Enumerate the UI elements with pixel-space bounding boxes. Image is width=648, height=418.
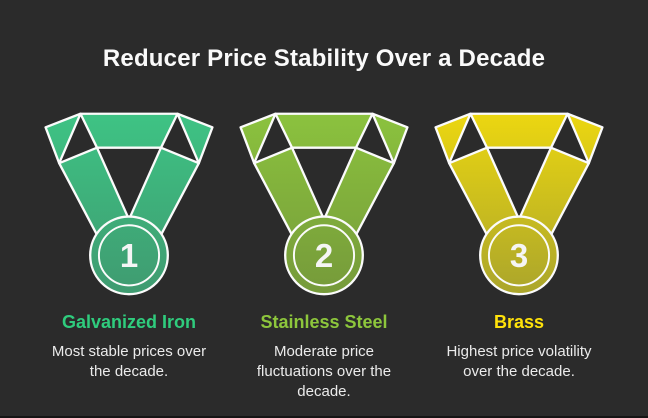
material-description: Moderate price fluctuations over the dec… bbox=[256, 343, 392, 400]
material-name: Galvanized Iron bbox=[61, 312, 197, 332]
medal-disc bbox=[479, 215, 559, 296]
medal-rank-number: 1 bbox=[120, 237, 138, 274]
ribbon-right-fold bbox=[371, 112, 409, 165]
material-name: Brass bbox=[493, 312, 545, 332]
medal-ribbon-icon: 2 bbox=[239, 112, 409, 296]
material-name: Stainless Steel bbox=[260, 312, 388, 332]
medal-rank-number: 3 bbox=[510, 237, 528, 274]
medal-group-galvanized-iron: 1 Galvanized Iron Most stable prices ove… bbox=[32, 105, 226, 402]
medal-ribbon-icon: 1 bbox=[44, 112, 214, 296]
medal-group-brass: 3 Brass Highest price volatility over th… bbox=[422, 105, 616, 402]
medal-disc bbox=[89, 215, 169, 296]
ribbon-band bbox=[79, 112, 179, 149]
medal-rank-number: 2 bbox=[315, 237, 333, 274]
medal-inner-ring bbox=[292, 224, 356, 287]
medal-inner-ring bbox=[97, 224, 161, 287]
medal-group-stainless-steel: 2 Stainless Steel Moderate price fluctua… bbox=[227, 105, 421, 402]
ribbon-left-fold bbox=[44, 112, 82, 165]
bottom-edge-strip bbox=[0, 416, 648, 418]
ribbon-right-fold bbox=[176, 112, 214, 165]
medal-ribbon-icon: 3 bbox=[434, 112, 604, 296]
ribbon-band bbox=[274, 112, 374, 149]
material-description: Highest price volatility over the decade… bbox=[446, 343, 592, 380]
medal-disc bbox=[284, 215, 364, 296]
material-description: Most stable prices over the decade. bbox=[51, 343, 207, 380]
ribbon-left-fold bbox=[239, 112, 277, 165]
medals-row: 1 Galvanized Iron Most stable prices ove… bbox=[0, 105, 648, 402]
ribbon-left-fold bbox=[434, 112, 472, 165]
ribbon-right-fold bbox=[566, 112, 604, 165]
ribbon-band bbox=[469, 112, 569, 149]
page-title: Reducer Price Stability Over a Decade bbox=[102, 45, 546, 72]
medal-inner-ring bbox=[487, 224, 551, 287]
